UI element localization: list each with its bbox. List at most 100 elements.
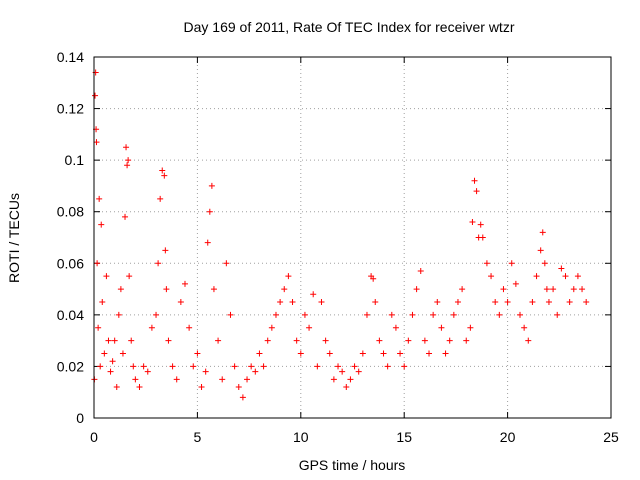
data-point — [483, 260, 490, 267]
data-point — [99, 298, 106, 305]
data-point — [272, 311, 279, 318]
data-point — [459, 286, 466, 293]
data-point — [339, 368, 346, 375]
data-point — [256, 350, 263, 357]
y-tick-label: 0.06 — [57, 255, 84, 271]
data-point — [326, 350, 333, 357]
data-point — [293, 337, 300, 344]
data-point — [111, 337, 118, 344]
data-point — [98, 221, 105, 228]
data-point — [202, 368, 209, 375]
data-point — [566, 298, 573, 305]
data-point — [107, 368, 114, 375]
data-point — [227, 311, 234, 318]
data-point — [126, 273, 133, 280]
data-point — [206, 208, 213, 215]
data-point — [231, 363, 238, 370]
data-point — [384, 363, 391, 370]
x-tick-label: 5 — [194, 429, 202, 445]
data-point — [409, 311, 416, 318]
data-point — [181, 280, 188, 287]
data-point — [479, 234, 486, 241]
data-point — [558, 265, 565, 272]
data-point — [239, 394, 246, 401]
data-point — [125, 157, 132, 164]
data-point — [405, 337, 412, 344]
data-point — [351, 363, 358, 370]
data-point — [162, 247, 169, 254]
data-point — [215, 337, 222, 344]
data-point — [469, 219, 476, 226]
data-point — [128, 337, 135, 344]
data-point — [169, 363, 176, 370]
data-point — [123, 144, 130, 151]
data-point — [268, 324, 275, 331]
data-point — [260, 363, 267, 370]
data-point — [297, 350, 304, 357]
data-point — [210, 286, 217, 293]
data-point — [204, 239, 211, 246]
data-point — [525, 337, 532, 344]
data-point — [570, 286, 577, 293]
data-point — [545, 298, 552, 305]
x-tick-label: 0 — [90, 429, 98, 445]
y-tick-label: 0.08 — [57, 204, 84, 220]
data-point — [421, 337, 428, 344]
chart-title: Day 169 of 2011, Rate Of TEC Index for r… — [184, 19, 515, 35]
data-point — [508, 260, 515, 267]
data-point — [194, 350, 201, 357]
data-point — [397, 350, 404, 357]
data-point — [574, 273, 581, 280]
data-point — [124, 162, 131, 169]
y-tick-label: 0.1 — [65, 152, 85, 168]
data-point — [208, 182, 215, 189]
data-point — [252, 368, 259, 375]
data-point — [144, 368, 151, 375]
data-point — [454, 298, 461, 305]
data-point — [177, 298, 184, 305]
data-point — [477, 221, 484, 228]
y-tick-label: 0.14 — [57, 49, 84, 65]
data-point — [248, 363, 255, 370]
data-point — [512, 280, 519, 287]
data-points — [91, 69, 590, 401]
data-point — [165, 337, 172, 344]
data-point — [537, 247, 544, 254]
data-point — [347, 376, 354, 383]
data-point — [392, 324, 399, 331]
data-point — [115, 311, 122, 318]
data-point — [190, 363, 197, 370]
data-point — [173, 376, 180, 383]
data-point — [562, 273, 569, 280]
data-point — [318, 298, 325, 305]
data-point — [579, 286, 586, 293]
data-point — [289, 298, 296, 305]
data-point — [473, 188, 480, 195]
data-point — [471, 177, 478, 184]
data-point — [140, 363, 147, 370]
data-point — [446, 337, 453, 344]
y-tick-label: 0.04 — [57, 307, 84, 323]
data-point — [359, 350, 366, 357]
data-point — [388, 311, 395, 318]
data-point — [97, 363, 104, 370]
data-point — [132, 376, 139, 383]
grid — [94, 57, 611, 418]
data-point — [148, 324, 155, 331]
data-point — [463, 337, 470, 344]
data-point — [95, 324, 102, 331]
data-point — [117, 286, 124, 293]
data-point — [161, 172, 168, 179]
x-axis-label: GPS time / hours — [299, 457, 406, 473]
data-point — [159, 167, 166, 174]
data-point — [492, 298, 499, 305]
data-point — [500, 286, 507, 293]
data-point — [376, 337, 383, 344]
data-point — [103, 273, 110, 280]
data-point — [153, 311, 160, 318]
data-point — [430, 311, 437, 318]
data-point — [322, 337, 329, 344]
data-point — [550, 286, 557, 293]
data-point — [264, 337, 271, 344]
y-tick-label: 0.02 — [57, 358, 84, 374]
